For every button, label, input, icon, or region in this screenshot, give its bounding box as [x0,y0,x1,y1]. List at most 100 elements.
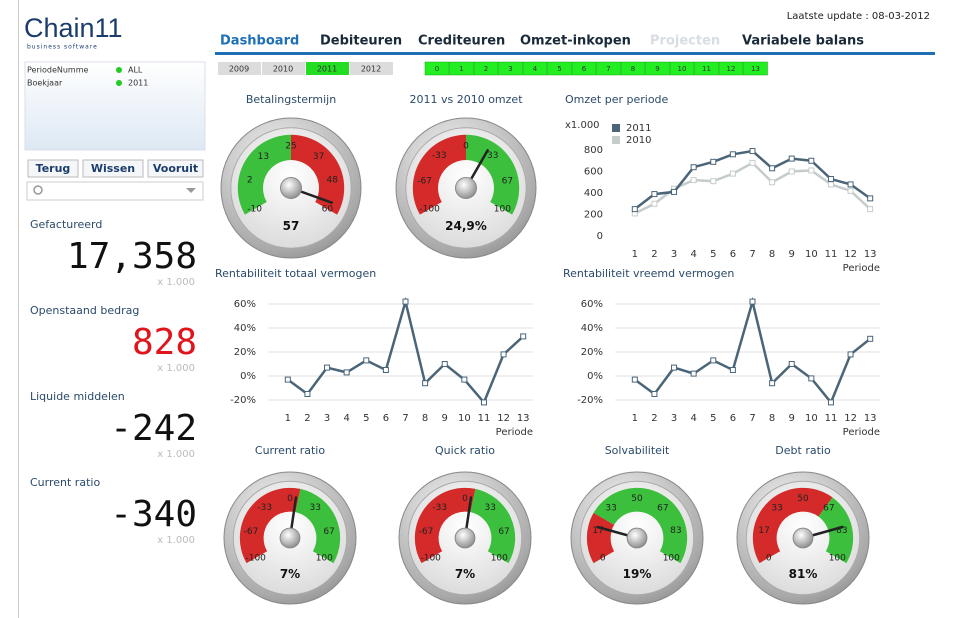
year-option-label[interactable]: 2010 [273,65,293,74]
x-tick-label: 2 [651,413,657,424]
gauge-tick-label: 83 [836,526,847,536]
period-option[interactable] [498,61,523,76]
x-tick-label: 7 [749,249,755,260]
legend-marker [612,136,620,144]
nav-tab[interactable]: Variabele balans [742,34,864,49]
period-option-label[interactable]: 0 [435,65,439,73]
period-option[interactable] [645,61,670,76]
kpi-unit: x 1.000 [157,277,195,288]
year-option[interactable] [306,62,349,75]
gauge-tick-label: -100 [245,553,266,563]
nav-tab[interactable]: Debiteuren [320,34,402,49]
point [671,364,678,371]
x-tick-label: 8 [422,413,428,424]
gauge-tick-label: 100 [494,205,511,215]
period-option[interactable] [718,61,744,76]
period-option[interactable] [424,61,450,76]
x-tick-label: 2 [651,249,657,260]
year-option[interactable] [262,62,305,75]
nav-button-label[interactable]: Wissen [91,162,135,175]
kpi-value: 17,358 [67,236,197,277]
nav-button-label[interactable]: Terug [36,162,71,175]
period-option[interactable] [596,61,621,76]
x-tick-label: 10 [805,413,818,424]
gauge-tick-label: 37 [313,152,324,162]
gauge-tick-label: 67 [657,504,668,514]
filter-status [116,67,122,73]
period-option-label[interactable]: 13 [751,65,760,73]
gauge-tick-label: -67 [244,527,259,537]
period-option[interactable] [694,61,719,76]
period-option-label[interactable]: 5 [557,65,561,73]
gauge-band [291,134,345,215]
y-tick-label: 200 [584,210,603,221]
gauge-title: 2011 vs 2010 omzet [409,93,523,106]
period-option-label[interactable]: 4 [533,65,538,73]
period-option[interactable] [571,61,597,76]
period-option-label[interactable]: 9 [655,65,659,73]
x-tick-label: 3 [671,413,677,424]
period-option-label[interactable]: 11 [702,65,711,73]
point [788,168,795,175]
gauge-title: Quick ratio [435,444,495,457]
nav-tab[interactable]: Omzet-inkopen [520,34,631,49]
filter-label: Boekjaar [27,79,63,88]
search-box[interactable] [26,181,204,201]
period-option-label[interactable]: 3 [508,65,512,73]
point [867,195,874,202]
point [441,361,448,367]
point [729,151,736,158]
x-tick-label: 6 [383,413,389,424]
y-axis-label: x1.000 [565,120,600,131]
point [651,391,658,397]
kpi-label: Liquide middelen [30,390,125,403]
period-option[interactable] [547,61,572,76]
gauge-title: Betalingstermijn [246,93,336,106]
year-option-label[interactable]: 2009 [229,65,249,74]
nav-tab[interactable]: Projecten [650,34,720,49]
point [710,158,717,165]
gauge-band [412,134,467,215]
period-option-label[interactable]: 1 [459,65,463,73]
nav-tab[interactable]: Dashboard [220,34,299,49]
x-tick-label: 1 [632,249,638,260]
gauge-tick-label: -33 [432,151,447,161]
period-option[interactable] [669,61,695,76]
period-option[interactable] [620,61,646,76]
legend-label: 2010 [626,135,651,146]
point [769,165,776,172]
period-option-label[interactable]: 10 [678,65,687,73]
period-option[interactable] [449,61,474,76]
period-option-label[interactable]: 8 [631,65,635,73]
point [343,369,350,376]
nav-button-label[interactable]: Vooruit [153,162,198,175]
nav-tab[interactable]: Crediteuren [418,34,505,49]
nav-button[interactable] [82,159,144,178]
period-option-label[interactable]: 12 [727,65,736,73]
x-tick-label: 11 [478,413,491,424]
period-option[interactable] [743,61,768,76]
nav-button[interactable] [27,159,79,178]
period-option-label[interactable]: 2 [484,65,488,73]
period-option[interactable] [473,61,499,76]
year-option-label[interactable]: 2012 [361,65,381,74]
gauge-tick-label: 100 [491,553,508,563]
x-tick-label: 2 [304,413,310,424]
gauge-tick-label: 0 [766,553,772,563]
point [671,188,678,195]
point [867,206,874,213]
point [461,376,468,383]
gauge-hub [455,177,477,199]
x-tick-label: 11 [825,413,838,424]
point [480,399,487,406]
year-option[interactable] [218,62,261,75]
period-option-label[interactable]: 6 [582,65,587,73]
year-option-label[interactable]: 2011 [317,65,337,74]
period-option-label[interactable]: 7 [606,65,610,73]
x-tick-label: 12 [844,249,857,260]
gauge-band [586,512,615,564]
kpi-unit: x 1.000 [157,363,195,374]
nav-button[interactable] [147,159,204,178]
year-option[interactable] [350,62,393,75]
period-option[interactable] [522,61,548,76]
